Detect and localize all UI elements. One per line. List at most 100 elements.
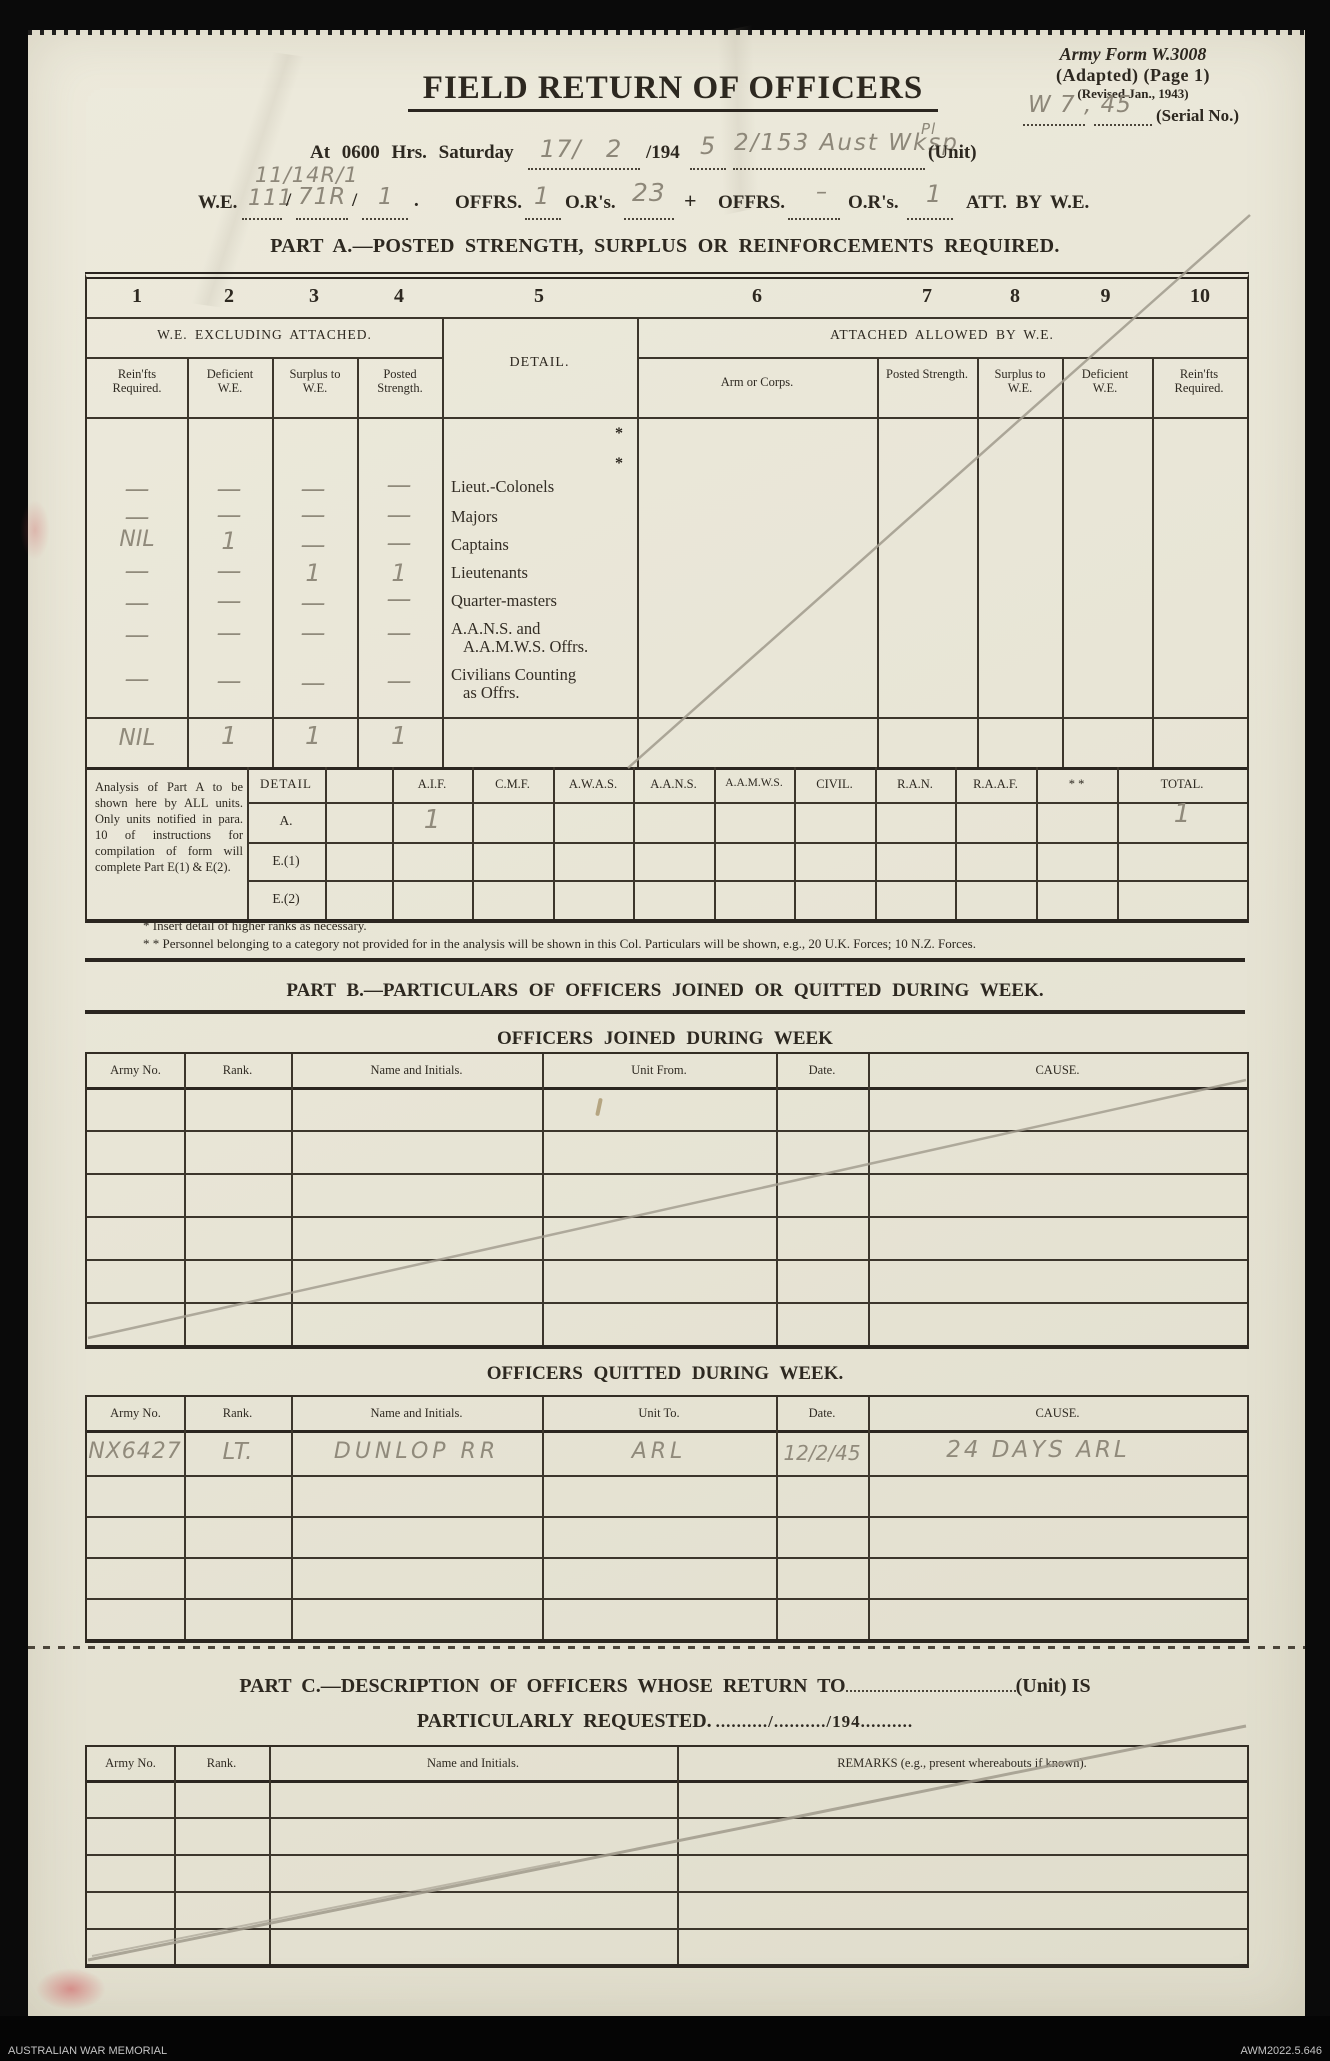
year-printed: /194	[646, 142, 680, 163]
dotted-leader	[845, 1672, 1016, 1692]
officers-joined-table: Army No. Rank. Name and Initials. Unit F…	[85, 1052, 1249, 1349]
subheader: Deficient W.E.	[206, 367, 254, 395]
red-smudge	[20, 500, 50, 560]
form-revised: (Revised Jan., 1943)	[1077, 86, 1189, 101]
pencil-mark: —	[124, 556, 150, 585]
total-pencil: NIL	[118, 725, 156, 751]
pencil-mark: —	[386, 584, 412, 613]
quitted-col: CAUSE.	[1035, 1406, 1080, 1420]
pencil-mark: —	[300, 530, 326, 559]
quitted-name: DUNLOP RR	[333, 1439, 500, 1464]
part-c-col: Name and Initials.	[427, 1756, 519, 1770]
dotted-leader	[242, 216, 282, 220]
part-c-table: Army No. Rank. Name and Initials. REMARK…	[85, 1745, 1249, 1968]
quitted-col: Date.	[808, 1406, 836, 1420]
part-c-unit-label: (Unit) IS	[1015, 1675, 1091, 1697]
joined-title: OFFICERS JOINED DURING WEEK	[497, 1028, 833, 1049]
analysis-pencil: 1	[423, 805, 441, 835]
quitted-army-no: NX6427	[88, 1439, 182, 1464]
analysis-col: A.W.A.S.	[568, 777, 618, 791]
pencil-mark: —	[216, 666, 242, 695]
part-c-col: Rank.	[206, 1756, 237, 1770]
quitted-col: Rank.	[222, 1406, 253, 1420]
pencil-mark: —	[300, 474, 326, 503]
rank-label: Lieut.-Colonels	[451, 477, 555, 496]
dotted-leader	[624, 216, 674, 220]
pencil-mark: —	[124, 474, 150, 503]
col-number: 4	[394, 285, 404, 307]
we-slash: /	[286, 190, 292, 211]
we-value-1: 111	[248, 186, 293, 211]
col-number: 1	[132, 285, 142, 307]
col-number: 9	[1100, 285, 1111, 307]
att-label: ATT. BY W.E.	[966, 192, 1090, 213]
plus-sign: +	[684, 188, 697, 213]
analysis-pencil: 1	[1173, 799, 1191, 829]
total-pencil: 1	[221, 721, 237, 750]
pencil-mark: 1	[391, 559, 407, 587]
quitted-rank: LT.	[222, 1439, 253, 1465]
analysis-col: CIVIL.	[816, 777, 853, 791]
pencil-mark: —	[216, 556, 242, 585]
rank-label: A.A.M.W.S. Offrs.	[463, 637, 589, 656]
we-above-handwritten: 11/14R/1	[255, 163, 359, 187]
serial-label: (Serial No.)	[1156, 106, 1240, 125]
pencil-mark: 1	[221, 527, 237, 555]
quitted-cause: 24 DAYS ARL	[946, 1437, 1130, 1463]
ors-value: 23	[632, 178, 666, 207]
offrs-value: 1	[534, 182, 551, 210]
analysis-col: * *	[1068, 777, 1085, 791]
we-period: .	[414, 190, 419, 211]
subheader: Rein'fts Required.	[112, 367, 162, 395]
rank-label: A.A.N.S. and	[451, 619, 541, 638]
pencil-mark: —	[124, 588, 150, 617]
col-number: 6	[752, 285, 762, 307]
rank-label: as Offrs.	[463, 683, 520, 702]
quitted-title: OFFICERS QUITTED DURING WEEK.	[486, 1363, 844, 1384]
pencil-mark: —	[216, 618, 242, 647]
subheader: Surplus to W.E.	[289, 367, 341, 395]
we-value-3: 1	[378, 184, 394, 210]
star-note: *	[615, 455, 623, 472]
month-handwritten: 2	[606, 135, 623, 163]
rank-label: Lieutenants	[451, 563, 528, 582]
joined-col: Army No.	[110, 1063, 161, 1077]
analysis-note: Analysis of Part A to be shown here by A…	[95, 780, 243, 874]
total-pencil: 1	[305, 721, 321, 750]
serial-dotted-line	[1094, 122, 1152, 126]
dotted-leader	[362, 216, 408, 220]
joined-col: Rank.	[222, 1063, 253, 1077]
joined-col: Date.	[808, 1063, 836, 1077]
col-number: 3	[309, 285, 319, 307]
part-c-heading-2: PARTICULARLY REQUESTED. ........../.....…	[85, 1710, 1245, 1733]
officers-quitted-table: Army No. Rank. Name and Initials. Unit T…	[85, 1395, 1249, 1643]
offrs-label: OFFRS.	[455, 192, 523, 213]
analysis-col: A.I.F.	[417, 777, 447, 791]
pencil-mark: 1	[305, 559, 321, 587]
pencil-mark: —	[216, 586, 242, 615]
part-a-heading: PART A.—POSTED STRENGTH, SURPLUS OR REIN…	[270, 235, 1060, 257]
we-value-2: 71R	[298, 184, 347, 210]
analysis-row-label: E.(2)	[272, 891, 300, 906]
col-number: 5	[534, 285, 544, 307]
pencil-mark: —	[386, 618, 412, 647]
pencil-mark: —	[386, 528, 412, 557]
subheader: Rein'fts Required.	[1174, 367, 1224, 395]
part-c-heading-1: PART C.—DESCRIPTION OF OFFICERS WHOSE RE…	[85, 1672, 1245, 1698]
rank-label: Civilians Counting	[451, 665, 577, 684]
archive-caption-bar: AUSTRALIAN WAR MEMORIAL AWM2022.5.646	[0, 2016, 1330, 2061]
rank-label: Majors	[451, 507, 498, 526]
analysis-col: C.M.F.	[495, 777, 530, 791]
star-note: *	[615, 425, 623, 442]
joined-col: CAUSE.	[1035, 1063, 1080, 1077]
part-a-table: 1 2 3 4 5 6 7 8 9 10	[85, 272, 1249, 923]
pencil-mark: —	[124, 620, 150, 649]
subheader: Arm or Corps.	[720, 375, 794, 389]
dotted-leader	[788, 216, 840, 220]
dotted-leader	[296, 216, 348, 220]
analysis-col: A.A.N.S.	[650, 777, 697, 791]
pencil-mark: —	[124, 502, 150, 531]
page-title: FIELD RETURN OF OFFICERS	[408, 70, 938, 112]
we-label: W.E.	[198, 192, 238, 213]
pencil-mark: —	[300, 618, 326, 647]
